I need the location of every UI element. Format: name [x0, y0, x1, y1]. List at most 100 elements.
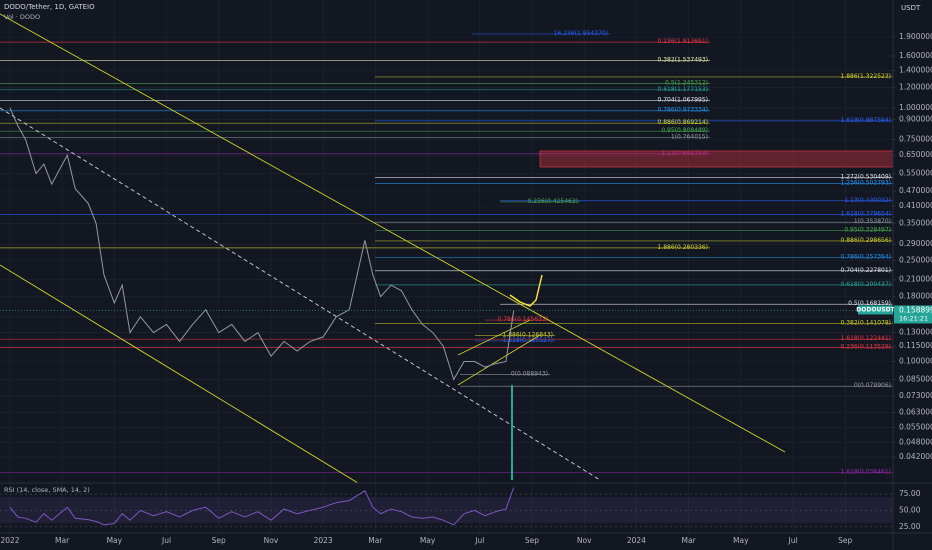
x-tick-label: Sep — [212, 536, 226, 545]
fib-label: 0.704(0.227801) — [841, 267, 892, 274]
x-tick-label: Jul — [161, 536, 171, 545]
fib-label: 0.5(0.168159) — [848, 300, 891, 307]
grid — [0, 0, 893, 533]
axes: 1.900000 1.600000 1.400000 1.200000 1.000000… — [0, 32, 932, 545]
price — [9, 107, 515, 381]
fib-label: 0.236(0.425463) — [528, 198, 579, 205]
fib-label: 0.236(1.813691) — [658, 38, 709, 45]
y-tick-label: 0.290000 — [899, 239, 932, 248]
x-tick-label: 2022 — [0, 536, 19, 545]
fib-label: 0.95(0.328497) — [844, 226, 891, 233]
fib-label: 1.886(0.126843) — [503, 331, 554, 338]
y-tick-label: 0.250000 — [899, 256, 932, 265]
y-tick-label: 1.900000 — [899, 32, 932, 41]
fib-label: 0(0.088943) — [511, 370, 548, 377]
y-tick-label: 0.470000 — [899, 186, 932, 195]
fib-label: 1.886(0.280336) — [658, 244, 709, 251]
fib-label: 1(0.764015) — [671, 133, 708, 140]
trendline — [0, 264, 359, 483]
y-tick-label: 0.100000 — [899, 356, 932, 365]
fib-label: 0.5(1.245312) — [665, 80, 708, 87]
fib-label: 0(0.079906) — [854, 382, 891, 389]
trendline — [0, 13, 786, 453]
y-tick-label: 0.180000 — [899, 292, 932, 301]
last-price-box — [894, 305, 932, 324]
fib-label: 0.786(0.145633) — [498, 316, 549, 323]
fib-label: 1.236(0.502793) — [841, 180, 892, 187]
y-axis-label: USDT — [901, 4, 921, 12]
y-tick-label: 0.130000 — [899, 328, 932, 337]
y-tick-label: 1.600000 — [899, 51, 932, 60]
fib-label: 16.236(1.954370) — [554, 30, 608, 37]
y-tick-label: 0.055000 — [899, 422, 932, 431]
x-tick-label: May — [107, 536, 123, 545]
y-tick-label: 0.085000 — [899, 374, 932, 383]
fib-label: 0.786(0.257364) — [841, 253, 892, 260]
y-tick-label: 0.750000 — [899, 134, 932, 143]
fib-label: 0.618(0.200437) — [841, 281, 892, 288]
x-tick-label: Jul — [787, 536, 797, 545]
fib-label: 1(0.353870) — [854, 218, 891, 225]
fib-label: 0.236(0.113529) — [841, 344, 892, 351]
y-tick-label: 1.400000 — [899, 66, 932, 75]
fib-label: 1.618(0.379654) — [841, 210, 892, 217]
fib-label: 1.13(0.430032) — [844, 197, 891, 204]
y-tick-label: 0.410000 — [899, 201, 932, 210]
x-tick-label: Mar — [55, 536, 70, 545]
rsi-band — [0, 497, 893, 523]
resistance-zone — [539, 150, 893, 168]
fib-label: 0.886(0.298656) — [841, 237, 892, 244]
x-tick-label: Nov — [577, 536, 592, 545]
projection — [509, 274, 543, 307]
rsi-tick-label: 75.00 — [899, 489, 921, 498]
fib-label: 0.886(0.869214) — [658, 119, 709, 126]
x-tick-label: Sep — [525, 536, 539, 545]
fib-label: 1.618(0.122441) — [841, 335, 892, 342]
rsi-title: RSI (14, close, SMA, 14, 2) — [4, 486, 90, 494]
last-price-label: 0.158899 — [899, 305, 932, 314]
fib-label: 1.618(0.887594) — [841, 117, 892, 124]
y-tick-label: 1.000000 — [899, 103, 932, 112]
y-tick-label: 0.048000 — [899, 437, 932, 446]
channel-line — [457, 319, 531, 356]
fib-label: 0.704(1.067995) — [658, 97, 709, 104]
fib-label: 1.272(0.530409) — [841, 174, 892, 181]
x-tick-label: May — [420, 536, 436, 545]
subtitle: Vol · DODO — [4, 13, 40, 21]
x-tick-label: May — [733, 536, 749, 545]
drawings — [0, 13, 893, 483]
y-tick-label: 0.115000 — [899, 341, 932, 350]
y-tick-label: 0.042000 — [899, 452, 932, 461]
fib-label: 0.382(0.141078) — [841, 320, 892, 327]
fib-label: 1.886(1.322523) — [841, 73, 892, 80]
y-tick-label: 0.550000 — [899, 169, 932, 178]
fib-levels: 16.236(1.954370) 0.236(1.813691) 0.382(1.5… — [0, 30, 893, 476]
fib-label: 0.618(1.177153) — [658, 86, 709, 93]
fib-label: 1.618(0.036461) — [841, 469, 892, 476]
x-tick-label: Jul — [474, 536, 484, 545]
symbol-label: DODOUSDT — [856, 306, 895, 313]
y-tick-label: 0.900000 — [899, 114, 932, 123]
y-tick-label: 1.200000 — [899, 83, 932, 92]
y-tick-label: 0.650000 — [899, 150, 932, 159]
y-tick-label: 0.073000 — [899, 391, 932, 400]
x-tick-label: Sep — [838, 536, 852, 545]
y-tick-label: 0.210000 — [899, 275, 932, 284]
rsi — [9, 487, 515, 526]
x-tick-label: Mar — [682, 536, 697, 545]
y-tick-label: 0.350000 — [899, 218, 932, 227]
fib-label: 0.786(0.973334) — [658, 107, 709, 114]
trendline — [0, 107, 601, 481]
x-tick-label: 2023 — [314, 536, 333, 545]
fib-label: 0.95(0.808489) — [661, 127, 708, 134]
x-tick-label: Mar — [368, 536, 383, 545]
rsi-line — [9, 487, 515, 526]
x-tick-label: Nov — [264, 536, 279, 545]
channel-line — [457, 334, 541, 386]
rsi-tick-label: 50.00 — [899, 505, 921, 514]
price-line — [9, 107, 515, 381]
fib-label: 1.618(0.120527) — [503, 337, 554, 344]
y-tick-label: 0.063000 — [899, 407, 932, 416]
